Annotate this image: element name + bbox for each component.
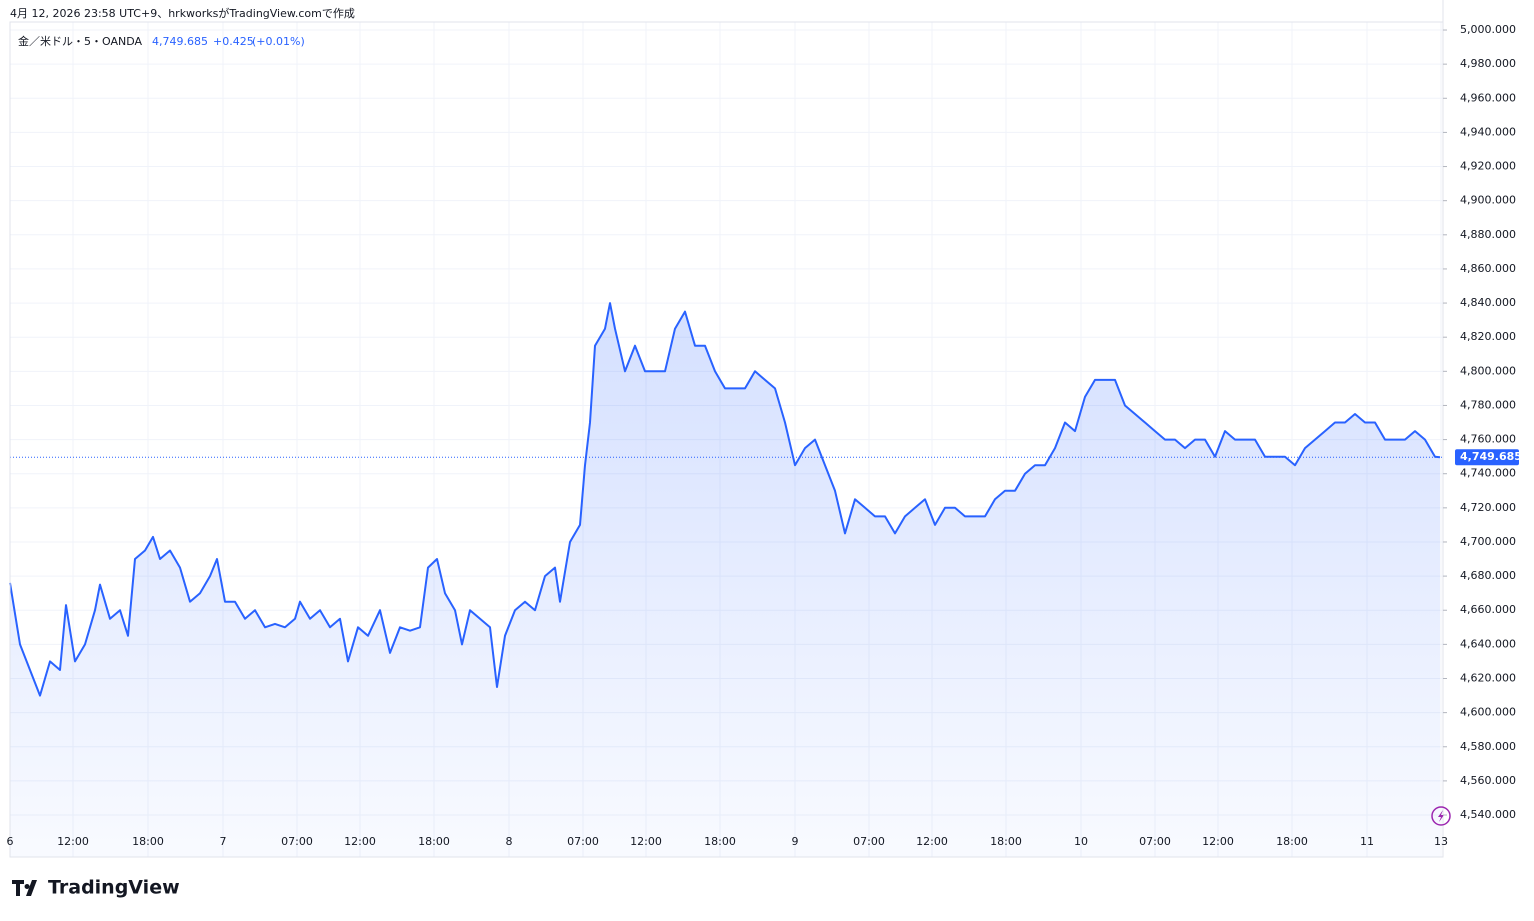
y-tick-label: 4,800.000 [1460, 364, 1516, 377]
y-tick-label: 4,620.000 [1460, 671, 1516, 684]
y-tick-label: 4,840.000 [1460, 296, 1516, 309]
x-tick-label: 12:00 [630, 835, 662, 848]
x-tick-label: 18:00 [1276, 835, 1308, 848]
x-tick-label: 07:00 [853, 835, 885, 848]
x-tick-label: 18:00 [990, 835, 1022, 848]
y-tick-label: 4,960.000 [1460, 91, 1516, 104]
area-fill [10, 303, 1440, 858]
x-tick-label: 7 [220, 835, 227, 848]
y-tick-label: 4,560.000 [1460, 774, 1516, 787]
x-tick-label: 07:00 [567, 835, 599, 848]
y-tick-label: 4,820.000 [1460, 330, 1516, 343]
x-tick-label: 9 [792, 835, 799, 848]
y-tick-label: 4,740.000 [1460, 467, 1516, 480]
y-tick-label: 4,600.000 [1460, 706, 1516, 719]
y-tick-label: 4,860.000 [1460, 262, 1516, 275]
x-tick-label: 12:00 [1202, 835, 1234, 848]
x-tick-label: 12:00 [344, 835, 376, 848]
header-change: +0.425 [213, 35, 254, 48]
y-tick-label: 4,940.000 [1460, 125, 1516, 138]
y-tick-label: 4,700.000 [1460, 535, 1516, 548]
x-tick-label: 18:00 [704, 835, 736, 848]
x-tick-label: 11 [1360, 835, 1374, 848]
y-tick-label: 4,660.000 [1460, 603, 1516, 616]
y-tick-label: 4,580.000 [1460, 740, 1516, 753]
y-tick-label: 4,640.000 [1460, 637, 1516, 650]
x-tick-label: 6 [7, 835, 14, 848]
caption: 4月 12, 2026 23:58 UTC+9、hrkworksがTrading… [10, 6, 355, 20]
y-tick-label: 4,540.000 [1460, 808, 1516, 821]
y-tick-label: 4,720.000 [1460, 501, 1516, 514]
y-tick-label: 5,000.000 [1460, 23, 1516, 36]
x-tick-label: 07:00 [1139, 835, 1171, 848]
x-tick-label: 8 [506, 835, 513, 848]
header-change-percent: (+0.01%) [252, 35, 305, 48]
x-tick-label: 12:00 [916, 835, 948, 848]
symbol: 金／米ドル・5・OANDA [18, 34, 142, 48]
header-price: 4,749.685 [152, 35, 208, 48]
x-tick-label: 12:00 [57, 835, 89, 848]
y-tick-label: 4,780.000 [1460, 398, 1516, 411]
x-tick-label: 10 [1074, 835, 1088, 848]
y-tick-label: 4,680.000 [1460, 569, 1516, 582]
logo-icon [12, 880, 37, 896]
last-price-tag [1455, 449, 1519, 466]
alert-icon [1431, 806, 1451, 826]
plot [9, 302, 1443, 858]
x-tick-label: 07:00 [281, 835, 313, 848]
y-tick-label: 4,920.000 [1460, 160, 1516, 173]
last-price-label: 4,749.685 [1460, 450, 1522, 463]
logo: TradingView [48, 877, 180, 899]
x-tick-label: 13 [1434, 835, 1448, 848]
x-tick-label: 18:00 [132, 835, 164, 848]
y-tick-label: 4,980.000 [1460, 57, 1516, 70]
y-tick-label: 4,760.000 [1460, 433, 1516, 446]
x-tick-label: 18:00 [418, 835, 450, 848]
y-tick-label: 4,880.000 [1460, 228, 1516, 241]
y-tick-label: 4,900.000 [1460, 194, 1516, 207]
price-line [9, 302, 1441, 697]
